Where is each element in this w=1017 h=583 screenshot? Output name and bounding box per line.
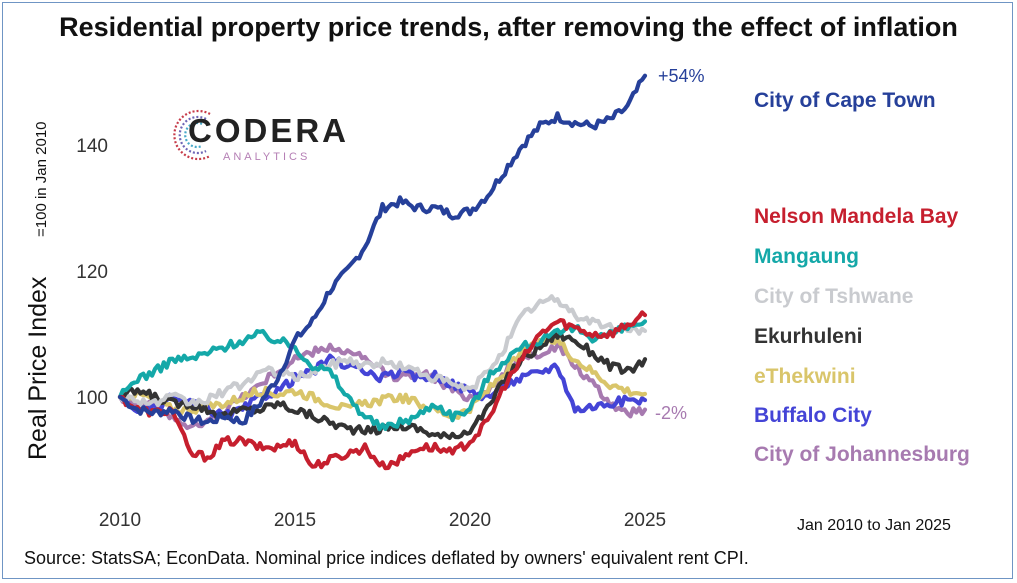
legend: City of Cape Town Nelson Mandela Bay Manga… xyxy=(754,89,970,466)
legend-entry: City of Johannesburg xyxy=(754,443,970,466)
logo-subtitle: ANALYTICS xyxy=(223,151,311,163)
legend-entry: Buffalo City xyxy=(754,404,872,427)
codera-logo: CODERA ANALYTICS xyxy=(168,104,358,166)
legend-entry: City of Cape Town xyxy=(754,89,936,112)
x-tick-label: 2020 xyxy=(449,510,491,531)
y-tick-label: 120 xyxy=(76,262,108,283)
y-axis-title: Real Price Index =100 in Jan 2010 xyxy=(24,121,52,460)
series-line xyxy=(117,319,648,432)
end-label: -2% xyxy=(655,403,687,423)
x-tick-label: 2025 xyxy=(624,510,666,531)
series-line xyxy=(117,73,648,426)
series-lines xyxy=(117,73,648,471)
logo-mark-icon xyxy=(173,109,211,161)
legend-entry: Nelson Mandela Bay xyxy=(754,205,959,228)
series-line xyxy=(117,310,648,471)
x-tick-label: 2015 xyxy=(274,510,316,531)
end-label: +54% xyxy=(658,66,705,86)
legend-entry: Mangaung xyxy=(754,245,859,268)
legend-entry: Ekurhuleni xyxy=(754,325,863,348)
legend-entry: eThekwini xyxy=(754,365,856,388)
y-axis-note: =100 in Jan 2010 xyxy=(33,121,50,237)
source-note: Source: StatsSA; EconData. Nominal price… xyxy=(24,548,749,568)
x-tick-label: 2010 xyxy=(99,510,141,531)
axis-ticks: 2010 2015 2020 2025 100 120 140 xyxy=(76,136,666,531)
y-tick-label: 140 xyxy=(76,136,108,157)
y-axis-label: Real Price Index xyxy=(24,276,52,460)
legend-entry: City of Tshwane xyxy=(754,285,913,308)
logo-name: CODERA xyxy=(188,112,350,149)
chart-title: Residential property price trends, after… xyxy=(59,12,958,42)
y-tick-label: 100 xyxy=(76,388,108,409)
annotations: +54% -2% xyxy=(655,66,705,423)
period-note: Jan 2010 to Jan 2025 xyxy=(797,517,951,534)
series-line xyxy=(117,294,648,408)
